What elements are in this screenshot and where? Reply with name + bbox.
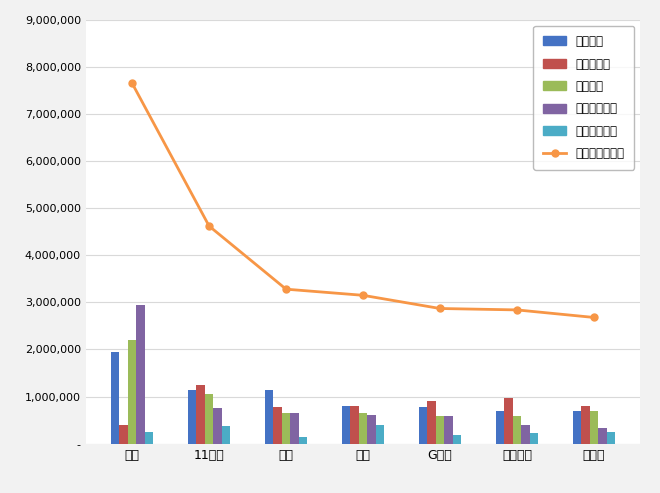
Bar	[581, 406, 589, 444]
Bar	[453, 435, 461, 444]
Bar	[444, 417, 453, 444]
Bar	[145, 432, 153, 444]
브랜드평판지수	[359, 292, 367, 298]
Bar	[367, 416, 376, 444]
Bar	[290, 413, 299, 444]
Legend: 참여지수, 미디어지수, 소통지수, 커뮤니티지수, 사회공헌지수, 브랜드평판지수: 참여지수, 미디어지수, 소통지수, 커뮤니티지수, 사회공헌지수, 브랜드평판…	[533, 26, 634, 170]
Bar	[419, 407, 427, 444]
Bar	[359, 413, 367, 444]
Bar	[496, 411, 504, 444]
브랜드평판지수	[513, 307, 521, 313]
Bar	[119, 425, 128, 444]
Bar	[273, 407, 282, 444]
Line: 브랜드평판지수: 브랜드평판지수	[129, 80, 597, 321]
Bar	[299, 437, 307, 444]
Bar	[342, 406, 350, 444]
Bar	[213, 408, 222, 444]
Bar	[222, 426, 230, 444]
Bar	[282, 413, 290, 444]
Bar	[573, 411, 581, 444]
Bar	[589, 411, 598, 444]
Bar	[427, 401, 436, 444]
Bar	[504, 398, 513, 444]
Bar	[265, 389, 273, 444]
Bar	[513, 417, 521, 444]
Bar	[521, 425, 529, 444]
Bar	[350, 406, 359, 444]
Bar	[436, 417, 444, 444]
브랜드평판지수	[205, 223, 213, 229]
Bar	[376, 425, 384, 444]
Bar	[197, 385, 205, 444]
Bar	[529, 433, 538, 444]
Bar	[598, 428, 607, 444]
브랜드평판지수	[436, 306, 444, 312]
Bar	[188, 389, 197, 444]
Bar	[128, 340, 137, 444]
Bar	[137, 305, 145, 444]
Bar	[111, 352, 119, 444]
브랜드평판지수	[590, 315, 598, 320]
Bar	[607, 432, 615, 444]
브랜드평판지수	[282, 286, 290, 292]
브랜드평판지수	[128, 80, 136, 86]
Bar	[205, 394, 213, 444]
